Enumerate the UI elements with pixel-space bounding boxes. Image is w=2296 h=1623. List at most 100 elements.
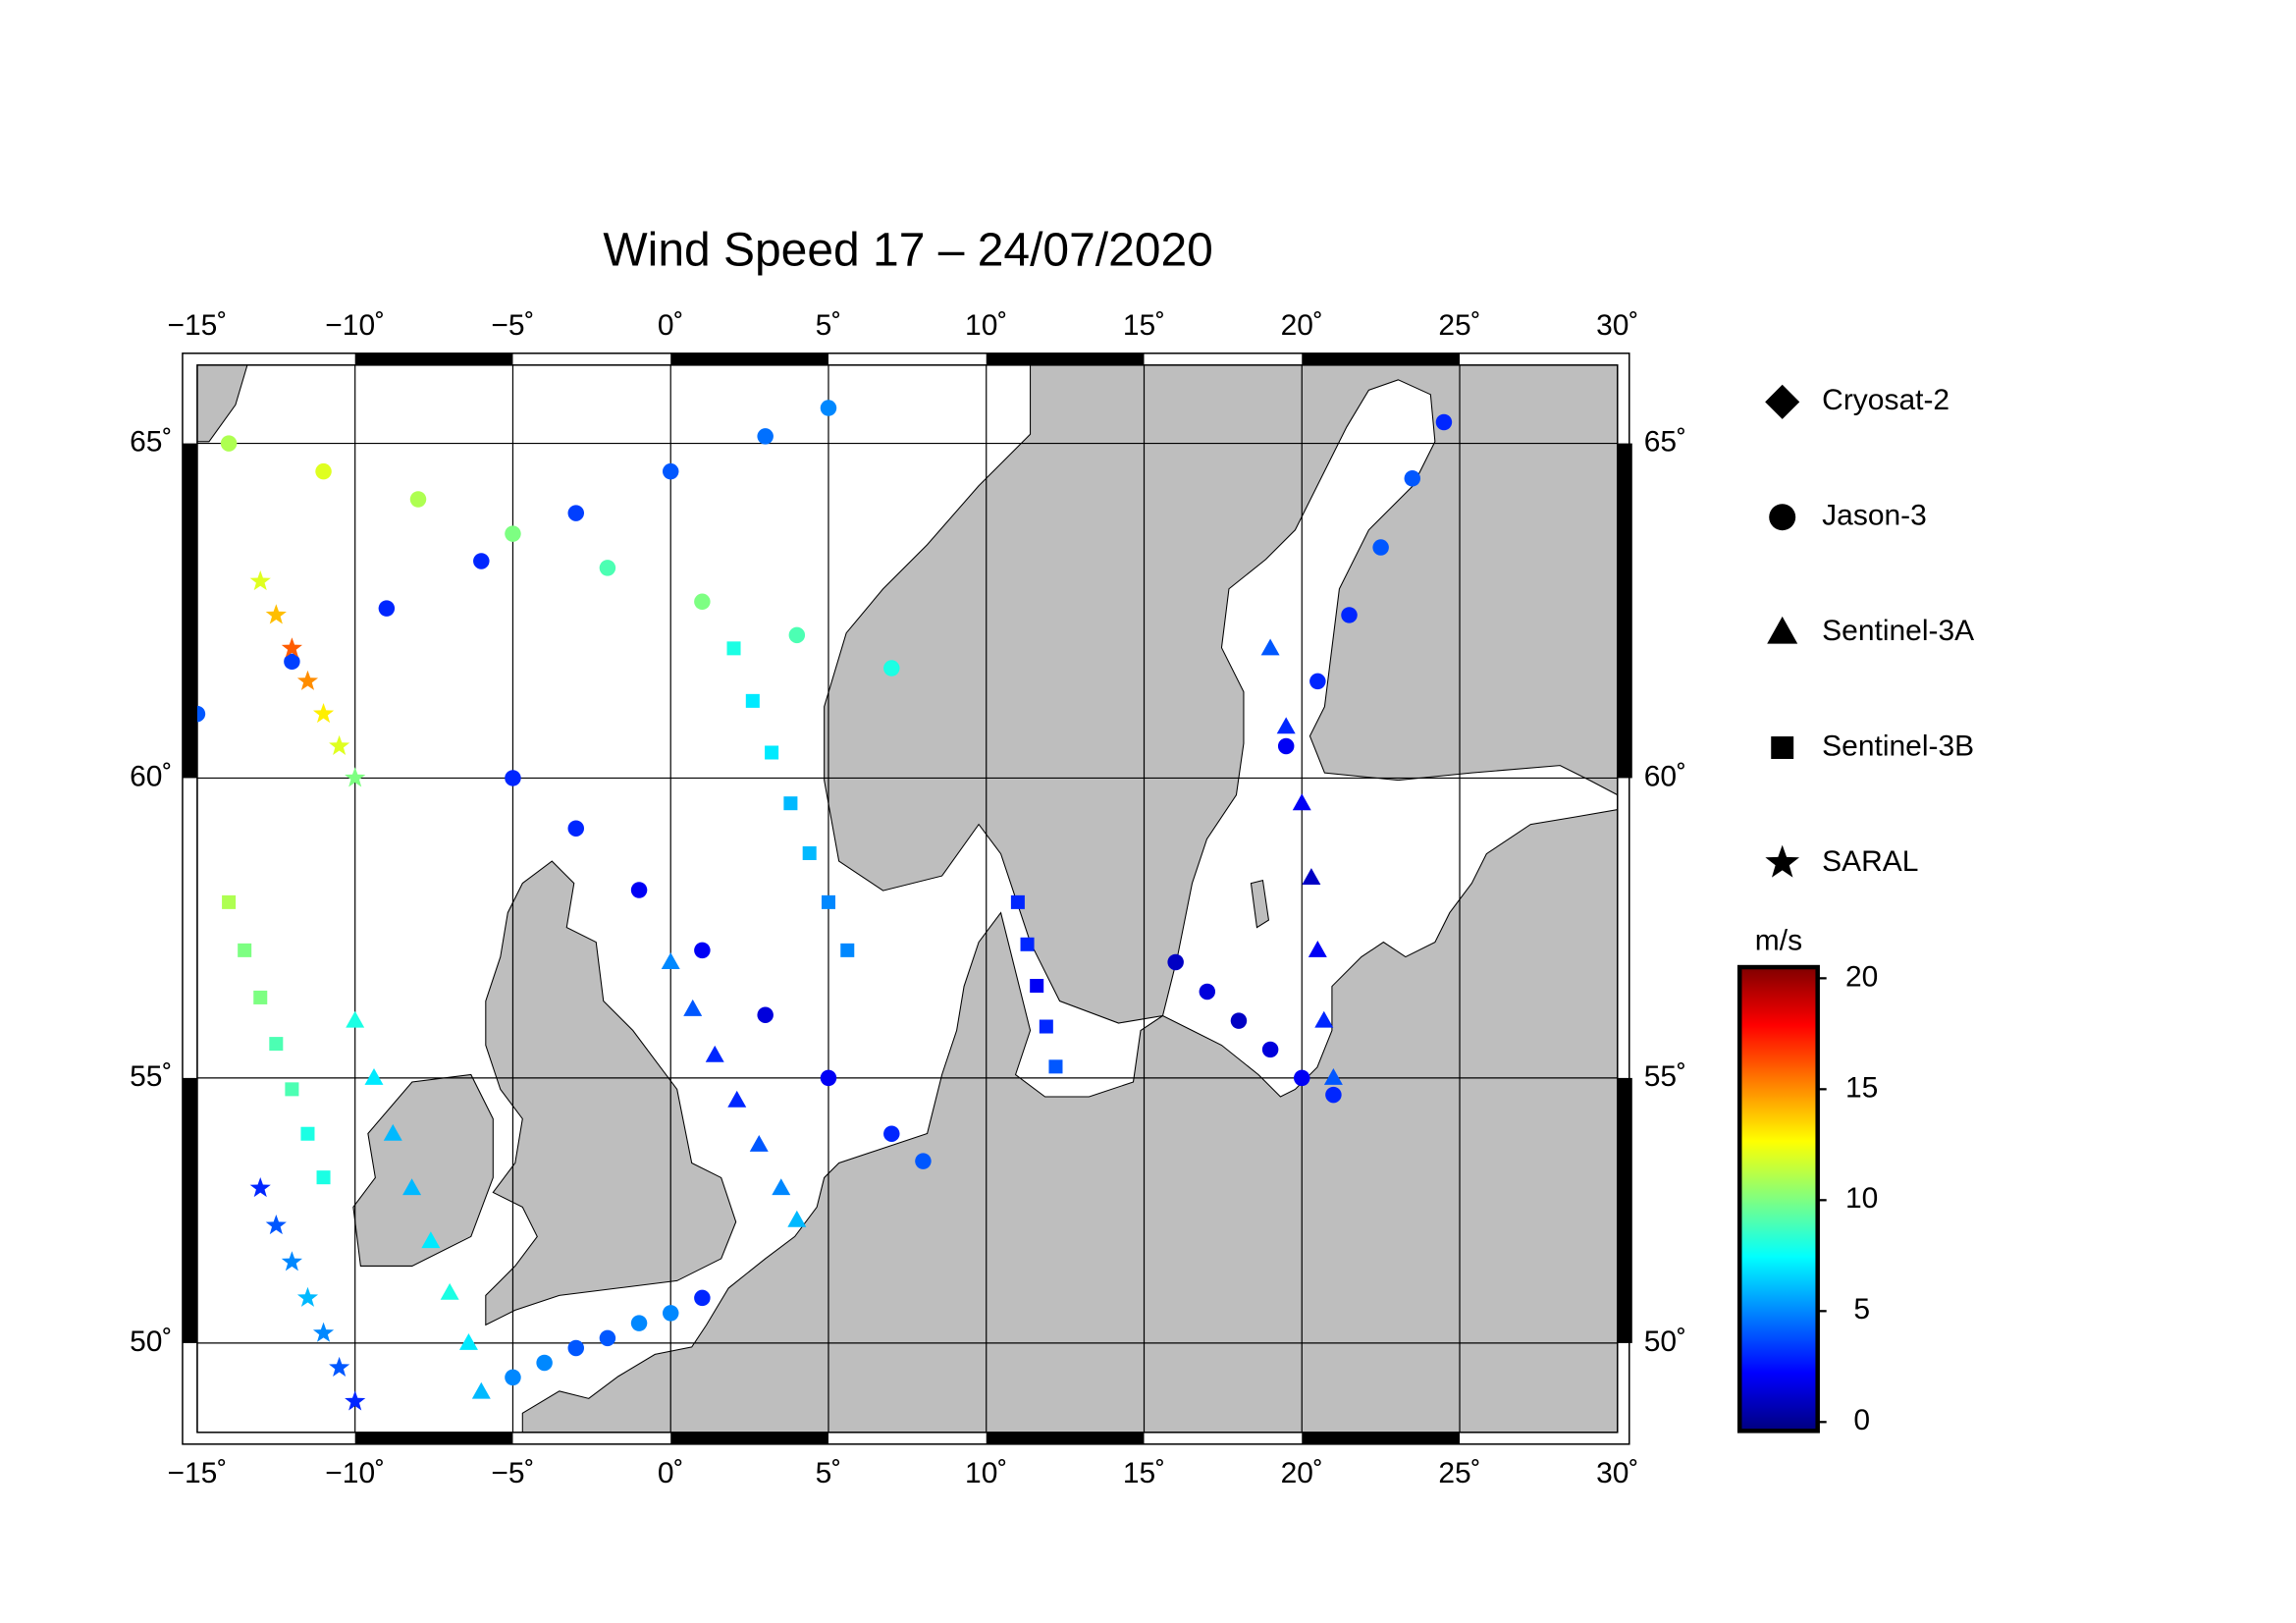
legend: Cryosat-2 Jason-3 Sentinel-3A Sentinel-3B SA…: [1765, 384, 1974, 878]
colorbar-tick-label: 15: [1845, 1071, 1878, 1104]
frame-band: [1617, 443, 1632, 779]
marker-triangle: [1260, 638, 1280, 656]
legend-label: Sentinel-3B: [1822, 730, 1974, 762]
marker-triangle: [1767, 616, 1798, 644]
axis-labels: −15˚ −15˚ −10˚ −10˚ −5˚ −5˚ 0˚ 0˚ 5˚ 5˚ 10˚ 10˚ 15˚ 1…: [130, 309, 1686, 1489]
marker-square: [783, 796, 798, 811]
marker-square: [765, 745, 779, 760]
marker-circle: [1372, 539, 1389, 556]
marker-circle: [567, 1339, 585, 1357]
marker-circle: [1769, 504, 1796, 531]
y-tick-label: 55˚: [130, 1060, 172, 1093]
marker-square: [1020, 937, 1035, 951]
marker-circle: [1294, 1069, 1310, 1087]
marker-star: [312, 702, 335, 724]
x-tick-label: 5˚: [816, 309, 842, 342]
marker-square: [1030, 978, 1044, 994]
marker-circle: [662, 462, 679, 480]
frame-band: [986, 1432, 1145, 1444]
marker-circle: [599, 1329, 616, 1347]
marker-star: [329, 734, 350, 755]
marker-star: [296, 1286, 319, 1307]
x-tick-label: 20˚: [1281, 1457, 1323, 1489]
legend-label: Jason-3: [1822, 500, 1927, 532]
y-tick-label: 50˚: [1644, 1325, 1686, 1358]
colorbar-tick-label: 20: [1845, 960, 1878, 993]
marker-circle: [788, 626, 806, 644]
marker-square: [1039, 1019, 1053, 1034]
marker-diamond: [1765, 384, 1800, 419]
colorbar-tick-label: 0: [1853, 1404, 1870, 1436]
x-tick-label: 0˚: [658, 309, 684, 342]
marker-circle: [567, 505, 585, 521]
x-tick-label: 30˚: [1596, 1457, 1638, 1489]
marker-circle: [883, 1125, 900, 1142]
legend-label: Sentinel-3A: [1822, 615, 1974, 647]
marker-circle: [196, 705, 206, 723]
frame-band: [1617, 1077, 1632, 1343]
marker-square: [238, 943, 252, 957]
marker-triangle: [1292, 793, 1311, 811]
scandinavia: [824, 364, 1618, 1024]
marker-square: [316, 1170, 331, 1185]
frame-band: [986, 352, 1145, 365]
marker-star: [312, 1322, 335, 1342]
marker-circle: [1325, 1086, 1342, 1104]
frame-band: [182, 1077, 197, 1343]
marker-circle: [1167, 953, 1184, 971]
frame-band: [182, 443, 197, 779]
marker-square: [802, 845, 817, 860]
y-tick-label: 65˚: [1644, 425, 1686, 458]
marker-circle: [662, 1305, 679, 1322]
marker-square: [745, 693, 760, 708]
x-tick-label: 15˚: [1123, 1457, 1165, 1489]
colorbar: m/s 0 5 10 15 20: [1736, 924, 1878, 1436]
marker-square: [222, 894, 237, 909]
colorbar-label: m/s: [1755, 924, 1802, 956]
x-tick-label: −10˚: [325, 1457, 385, 1489]
marker-circle: [1435, 413, 1453, 431]
chart-title: Wind Speed 17 – 24/07/2020: [603, 225, 1212, 277]
marker-circle: [1199, 983, 1216, 1001]
x-tick-label: −5˚: [491, 309, 534, 342]
x-tick-label: −15˚: [168, 1457, 228, 1489]
x-tick-label: 15˚: [1123, 309, 1165, 342]
marker-triangle: [727, 1090, 747, 1108]
marker-circle: [567, 820, 585, 837]
frame-band: [670, 1432, 828, 1444]
marker-circle: [315, 462, 332, 480]
x-tick-label: 20˚: [1281, 309, 1323, 342]
marker-circle: [284, 653, 300, 671]
marker-triangle: [1276, 717, 1296, 734]
colorbar-gradient: [1736, 964, 1820, 1434]
frame-band: [1302, 1432, 1461, 1444]
continent: [521, 809, 1618, 1433]
x-tick-label: 10˚: [965, 309, 1007, 342]
marker-star: [345, 1390, 366, 1411]
marker-circle: [1309, 673, 1326, 690]
frame-outer: [182, 352, 1630, 1445]
marker-circle: [820, 1069, 837, 1087]
x-tick-label: 0˚: [658, 1457, 684, 1489]
marker-star: [281, 637, 302, 658]
y-tick-label: 55˚: [1644, 1060, 1686, 1093]
marker-star: [249, 570, 271, 591]
gotland: [1250, 879, 1270, 929]
marker-square: [285, 1082, 299, 1097]
marker-triangle: [364, 1067, 384, 1085]
marker-star: [296, 670, 319, 690]
marker-triangle: [772, 1178, 791, 1196]
marker-triangle: [471, 1381, 491, 1399]
observations: [196, 400, 1453, 1411]
marker-circle: [378, 600, 396, 617]
marker-square: [840, 943, 855, 957]
great-britain: [485, 860, 737, 1326]
marker-circle: [599, 560, 616, 576]
marker-triangle: [787, 1210, 807, 1227]
marker-triangle: [705, 1045, 724, 1062]
marker-circle: [1404, 470, 1421, 487]
marker-circle: [1277, 737, 1295, 755]
x-tick-label: 30˚: [1596, 309, 1638, 342]
marker-circle: [505, 525, 521, 542]
x-tick-label: −5˚: [491, 1457, 534, 1489]
